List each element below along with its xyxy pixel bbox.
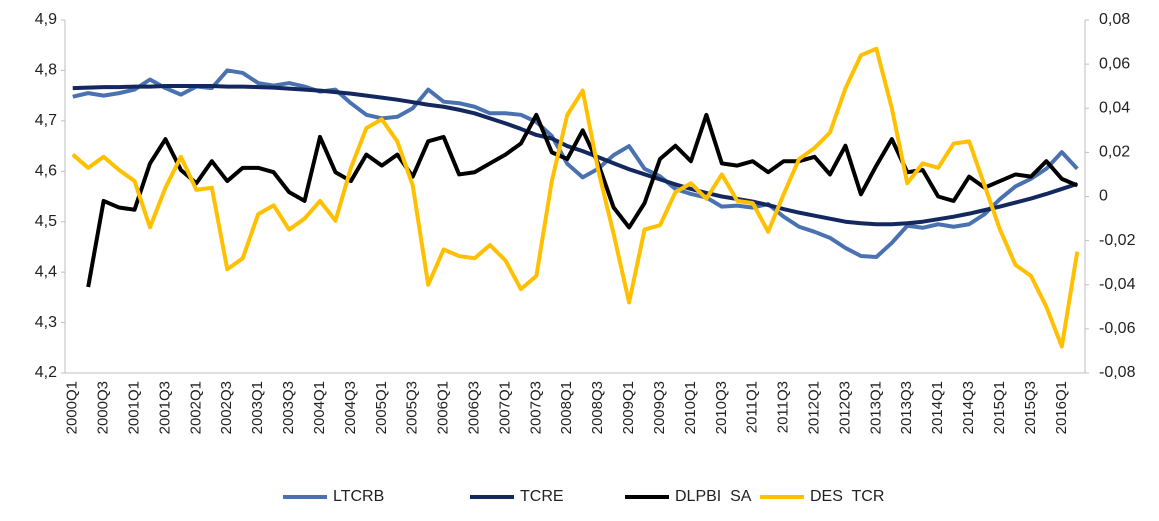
x-tick-label: 2009Q3 xyxy=(651,381,668,434)
x-tick-label: 2011Q3 xyxy=(775,381,792,433)
x-tick-label: 2011Q1 xyxy=(744,381,761,433)
series-line xyxy=(71,46,1080,349)
x-tick-label: 2010Q1 xyxy=(682,381,699,434)
x-tick-label: 2014Q1 xyxy=(929,381,946,434)
y2-tick-label: -0,04 xyxy=(1099,276,1136,293)
series-line xyxy=(86,112,1079,288)
x-tick-label: 2003Q3 xyxy=(280,381,297,434)
x-tick-label: 2008Q1 xyxy=(558,381,575,434)
y-tick-label: 4,9 xyxy=(35,11,57,28)
series-line xyxy=(72,84,1078,227)
x-tick-label: 2001Q3 xyxy=(156,381,173,434)
x-tick-label: 2000Q1 xyxy=(64,381,81,434)
x-tick-label: 2015Q1 xyxy=(991,381,1008,434)
y-tick-label: 4,7 xyxy=(35,112,57,129)
x-tick-label: 2006Q3 xyxy=(466,381,483,434)
x-tick-label: 2007Q1 xyxy=(496,381,513,434)
legend-label: DES TCR xyxy=(810,488,884,505)
y2-tick-label: -0,08 xyxy=(1099,364,1136,381)
y2-tick-label: 0 xyxy=(1099,188,1108,205)
x-tick-label: 2002Q3 xyxy=(218,381,235,434)
x-tick-label: 2009Q1 xyxy=(620,381,637,434)
x-tick-label: 2010Q3 xyxy=(713,381,730,434)
x-tick-label: 2013Q3 xyxy=(898,381,915,434)
y-tick-label: 4,6 xyxy=(35,163,57,180)
y-tick-label: 4,2 xyxy=(35,364,57,381)
legend-label: TCRE xyxy=(520,488,564,505)
x-tick-label: 2006Q1 xyxy=(435,381,452,434)
y2-tick-label: 0,06 xyxy=(1099,55,1130,72)
x-tick-label: 2013Q1 xyxy=(867,381,884,434)
x-tick-label: 2005Q1 xyxy=(373,381,390,434)
x-tick-label: 2015Q3 xyxy=(1022,381,1039,434)
legend-label: DLPBI SA xyxy=(675,488,752,505)
x-tick-label: 2008Q3 xyxy=(589,381,606,434)
y2-tick-label: 0,02 xyxy=(1099,144,1130,161)
x-tick-label: 2016Q1 xyxy=(1053,381,1070,434)
x-tick-label: 2002Q1 xyxy=(187,381,204,434)
x-tick-label: 2007Q3 xyxy=(527,381,544,434)
y2-tick-label: -0,06 xyxy=(1099,320,1136,337)
y-tick-label: 4,5 xyxy=(35,213,57,230)
x-tick-label: 2005Q3 xyxy=(404,381,421,434)
y-tick-label: 4,3 xyxy=(35,314,57,331)
x-tick-label: 2004Q3 xyxy=(342,381,359,434)
x-tick-label: 2001Q1 xyxy=(126,381,143,434)
x-tick-label: 2012Q3 xyxy=(836,381,853,434)
y2-tick-label: 0,04 xyxy=(1099,99,1130,116)
x-tick-label: 2000Q3 xyxy=(95,381,112,434)
series-line xyxy=(72,68,1079,260)
legend-label: LTCRB xyxy=(333,488,384,505)
x-tick-label: 2014Q3 xyxy=(960,381,977,434)
x-tick-label: 2003Q1 xyxy=(249,381,266,434)
y-tick-label: 4,8 xyxy=(35,62,57,79)
y2-tick-label: -0,02 xyxy=(1099,232,1136,249)
y2-tick-label: 0,08 xyxy=(1099,11,1130,28)
x-tick-label: 2004Q1 xyxy=(311,381,328,434)
y-tick-label: 4,4 xyxy=(35,263,57,280)
x-tick-label: 2012Q1 xyxy=(806,381,823,434)
